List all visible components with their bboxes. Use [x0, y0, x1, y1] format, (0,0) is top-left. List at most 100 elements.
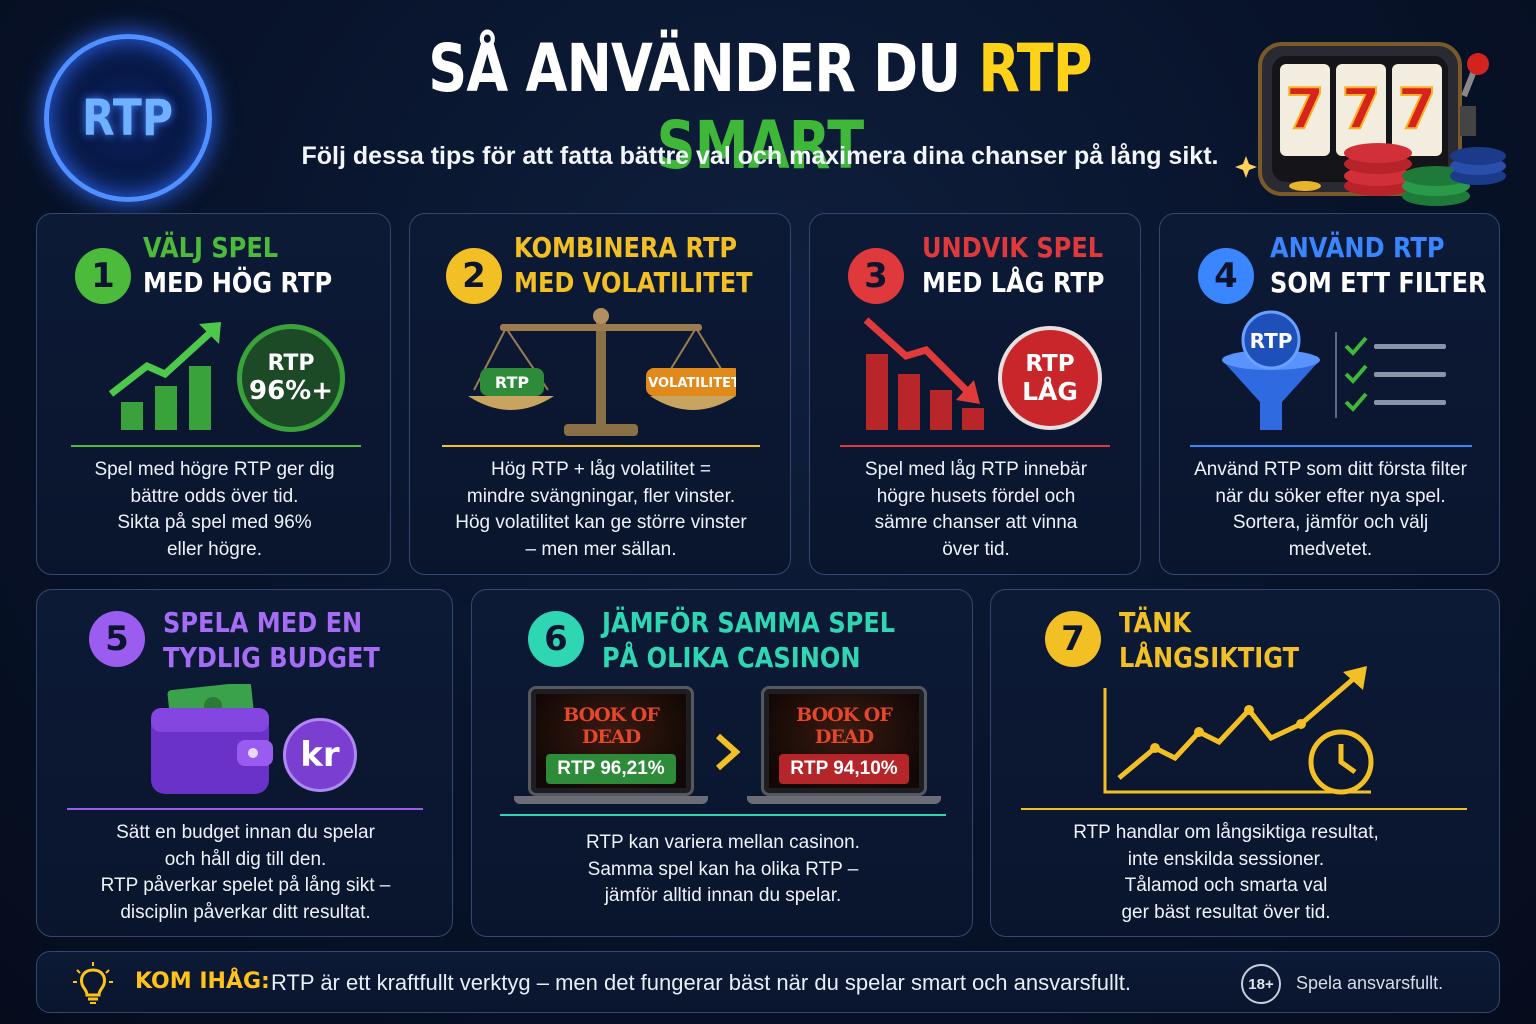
badge-3-line2: LÅG	[1022, 376, 1078, 406]
tip-card-6: 6 JÄMFÖR SAMMA SPEL PÅ OLIKA CASINON BOO…	[471, 589, 973, 937]
tip-title-3: UNDVIK SPEL MED LÅG RTP	[922, 230, 1104, 300]
tip-body-2-line: – men mer sällan.	[525, 538, 677, 560]
page-subtitle: Följ dessa tips för att fatta bättre val…	[301, 142, 1219, 170]
tip-body-5-line: Sätt en budget innan du spelar	[116, 822, 375, 843]
reminder-message: RTP är ett kraftfullt verktyg – men det …	[271, 970, 1132, 995]
tip-body-2-line: Hög volatilitet kan ge större vinster	[455, 512, 747, 533]
slot-symbol-1: 7	[1286, 77, 1325, 142]
tip-body-4-line: Sortera, jämför och välj	[1232, 512, 1429, 533]
balance-scale-icon: RTP VOLATILITET	[466, 306, 736, 440]
tip-body-6-line: Samma spel kan ha olika RTP –	[587, 858, 859, 880]
tip-title-6: JÄMFÖR SAMMA SPEL PÅ OLIKA CASINON	[602, 605, 895, 675]
wallet-icon	[147, 684, 273, 796]
tip-title-1-line1: VÄLJ SPEL	[143, 231, 279, 264]
tip-title-4-line1: ANVÄND RTP	[1270, 231, 1445, 264]
rtp-logo-text: RTP	[82, 89, 174, 147]
tip-body-3-line: sämre chanser att vinna	[874, 512, 1078, 533]
step-number-4: 4	[1198, 248, 1254, 304]
tip-card-3: 3 UNDVIK SPEL MED LÅG RTP RTP LÅG Spel m…	[809, 213, 1141, 575]
tip-body-6-line: RTP kan variera mellan casinon.	[586, 832, 860, 853]
tip-title-1: VÄLJ SPEL MED HÖG RTP	[143, 230, 332, 300]
tip-title-2-line2: MED VOLATILITET	[514, 266, 753, 299]
tip-body-5-line: och håll dig till den.	[164, 848, 327, 870]
tip-title-7-line2: LÅNGSIKTIGT	[1119, 641, 1300, 674]
tip-body-2-line: Hög RTP + låg volatilitet =	[490, 459, 712, 480]
rtp-low-badge: RTP LÅG	[998, 326, 1102, 430]
chevron-right-icon	[712, 732, 742, 772]
step-number-3: 3	[848, 248, 904, 304]
divider-3	[840, 445, 1110, 447]
tip-title-2: KOMBINERA RTP MED VOLATILITET	[514, 230, 753, 300]
funnel-coin-label: RTP	[1250, 329, 1293, 353]
tip-card-1: 1 VÄLJ SPEL MED HÖG RTP RTP 96%+ Spel me…	[36, 213, 391, 575]
reminder-label: KOM IHÅG:	[135, 969, 270, 994]
checklist-icon	[1334, 332, 1452, 418]
tip-title-4-line2: SOM ETT FILTER	[1270, 266, 1487, 299]
tip-title-5: SPELA MED EN TYDLIG BUDGET	[163, 605, 380, 675]
responsible-gaming-text: Spela ansvarsfullt.	[1296, 973, 1444, 993]
tip-title-7-line1: TÄNK	[1119, 606, 1192, 639]
tip-body-1: Spel med högre RTP ger dig bättre odds ö…	[37, 457, 392, 563]
badge-1-line2: 96%+	[248, 375, 334, 406]
tip-body-4-line: medvetet.	[1288, 538, 1373, 560]
tip-body-7-line: Tålamod och smarta val	[1124, 875, 1328, 896]
laptop-2-game-title: BOOK OF DEAD	[796, 704, 893, 748]
rising-bar-chart-icon	[107, 320, 227, 432]
step-number-7: 7	[1045, 611, 1101, 667]
tip-title-2-line1: KOMBINERA RTP	[514, 231, 738, 264]
tip-body-7-line: inte enskilda sessioner.	[1127, 848, 1325, 870]
rtp-neon-logo: RTP	[44, 34, 212, 202]
divider-4	[1190, 445, 1472, 447]
tip-body-2: Hög RTP + låg volatilitet = mindre sväng…	[410, 457, 792, 563]
tip-body-1-line: Sikta på spel med 96%	[117, 512, 312, 533]
badge-1-line1: RTP	[267, 350, 315, 376]
reminder-bar: KOM IHÅG: RTP är ett kraftfullt verktyg …	[36, 951, 1500, 1013]
title-part-1: SÅ ANVÄNDER DU	[428, 30, 961, 107]
tip-body-6-line: jämför alltid innan du spelar.	[604, 885, 842, 906]
tip-body-5: Sätt en budget innan du spelar och håll …	[37, 820, 454, 926]
lightbulb-icon	[73, 962, 113, 1004]
tip-body-4-line: när du söker efter nya spel.	[1215, 485, 1446, 507]
tip-card-4: 4 ANVÄND RTP SOM ETT FILTER RTP Använd R…	[1159, 213, 1500, 575]
scale-left-label: RTP	[495, 373, 530, 392]
tip-title-4: ANVÄND RTP SOM ETT FILTER	[1270, 230, 1487, 300]
tip-body-1-line: Spel med högre RTP ger dig	[94, 459, 335, 480]
step-number-1: 1	[75, 248, 131, 304]
step-number-6: 6	[528, 611, 584, 667]
tip-title-6-line2: PÅ OLIKA CASINON	[602, 641, 861, 674]
page-title: SÅ ANVÄNDER DU RTP SMART	[350, 30, 1170, 184]
kr-coin-icon: kr	[283, 718, 357, 792]
laptop-1-rtp-badge: RTP 96,21%	[546, 754, 676, 784]
laptop-2-rtp-badge: RTP 94,10%	[779, 754, 909, 784]
tip-body-7-line: RTP handlar om långsiktiga resultat,	[1073, 822, 1379, 843]
tip-body-7-line: ger bäst resultat över tid.	[1121, 901, 1331, 923]
tip-card-5: 5 SPELA MED EN TYDLIG BUDGET kr Sätt en …	[36, 589, 453, 937]
title-part-3: SMART	[656, 107, 865, 184]
tip-title-1-line2: MED HÖG RTP	[143, 266, 333, 299]
divider-7	[1021, 808, 1467, 810]
tip-title-5-line2: TYDLIG BUDGET	[163, 641, 380, 674]
tip-body-7: RTP handlar om långsiktiga resultat, int…	[991, 820, 1461, 926]
step-number-2: 2	[446, 248, 502, 304]
rtp-96-badge: RTP 96%+	[237, 324, 345, 432]
tip-body-6: RTP kan variera mellan casinon. Samma sp…	[472, 830, 974, 910]
tip-body-4-line: Använd RTP som ditt första filter	[1194, 459, 1467, 480]
tip-body-4: Använd RTP som ditt första filter när du…	[1160, 457, 1501, 563]
tip-body-3-line: Spel med låg RTP innebär	[864, 459, 1088, 480]
tip-body-3: Spel med låg RTP innebär högre husets fö…	[810, 457, 1142, 563]
laptop-1-game-title: BOOK OF DEAD	[563, 704, 660, 748]
tip-body-3-line: högre husets fördel och	[876, 485, 1076, 507]
tip-card-2: 2 KOMBINERA RTP MED VOLATILITET RTP VOLA…	[409, 213, 791, 575]
divider-1	[71, 445, 361, 447]
laptop-casino-2: BOOK OF DEAD RTP 94,10%	[747, 686, 941, 804]
step-number-5: 5	[89, 611, 145, 667]
scale-right-label: VOLATILITET	[648, 376, 736, 391]
tip-body-5-line: RTP påverkar spelet på lång sikt –	[100, 875, 391, 896]
laptop-casino-1: BOOK OF DEAD RTP 96,21%	[514, 686, 708, 804]
slot-symbol-3: 7	[1398, 77, 1437, 142]
tip-body-2-line: mindre svängningar, fler vinster.	[466, 485, 736, 507]
tip-body-1-line: bättre odds över tid.	[130, 485, 299, 507]
badge-3-line1: RTP	[1025, 350, 1075, 377]
slot-machine-illustration: 7 7 7	[1230, 36, 1510, 216]
divider-2	[442, 445, 760, 447]
